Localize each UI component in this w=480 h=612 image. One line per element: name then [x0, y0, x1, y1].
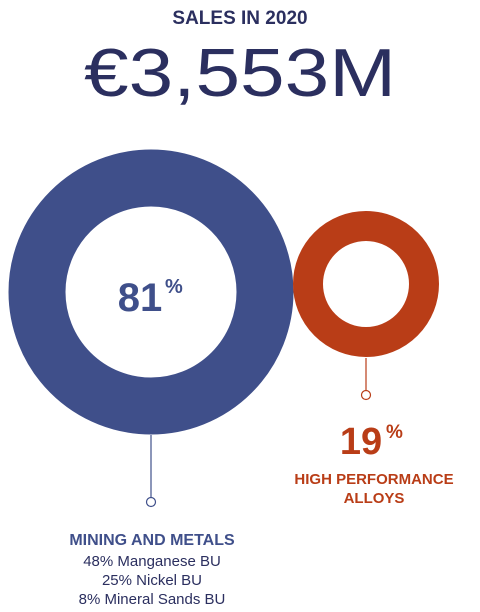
ring-mining-and-metals [8, 149, 294, 435]
high-performance-alloys-label-line-1: HIGH PERFORMANCE [294, 471, 453, 488]
breakdown-item-manganese: 48% Manganese BU [83, 553, 221, 570]
sales-total: €3,553M [84, 35, 396, 111]
ring-high-performance-alloys [293, 211, 439, 357]
mining-and-metals-percent: 81 % [118, 276, 183, 320]
breakdown-item-mineral-sands: 8% Mineral Sands BU [79, 591, 226, 608]
high-performance-alloys-percent: 19 % [340, 421, 403, 463]
high-performance-alloys-percent-unit: % [386, 422, 403, 443]
connector-high-performance-alloys [360, 358, 372, 401]
high-performance-alloys-label-line-2: ALLOYS [344, 490, 405, 507]
mining-and-metals-label: MINING AND METALS [69, 532, 235, 549]
mining-and-metals-percent-value: 81 [118, 276, 163, 320]
high-performance-alloys-percent-value: 19 [340, 421, 382, 463]
chart-title: SALES IN 2020 [172, 8, 307, 29]
mining-and-metals-breakdown: 48% Manganese BU 25% Nickel BU 8% Minera… [79, 553, 226, 608]
mining-and-metals-percent-unit: % [165, 276, 183, 298]
high-performance-alloys-label: HIGH PERFORMANCE ALLOYS [294, 471, 453, 507]
connector-mining-and-metals [145, 435, 157, 508]
breakdown-item-nickel: 25% Nickel BU [102, 572, 202, 589]
